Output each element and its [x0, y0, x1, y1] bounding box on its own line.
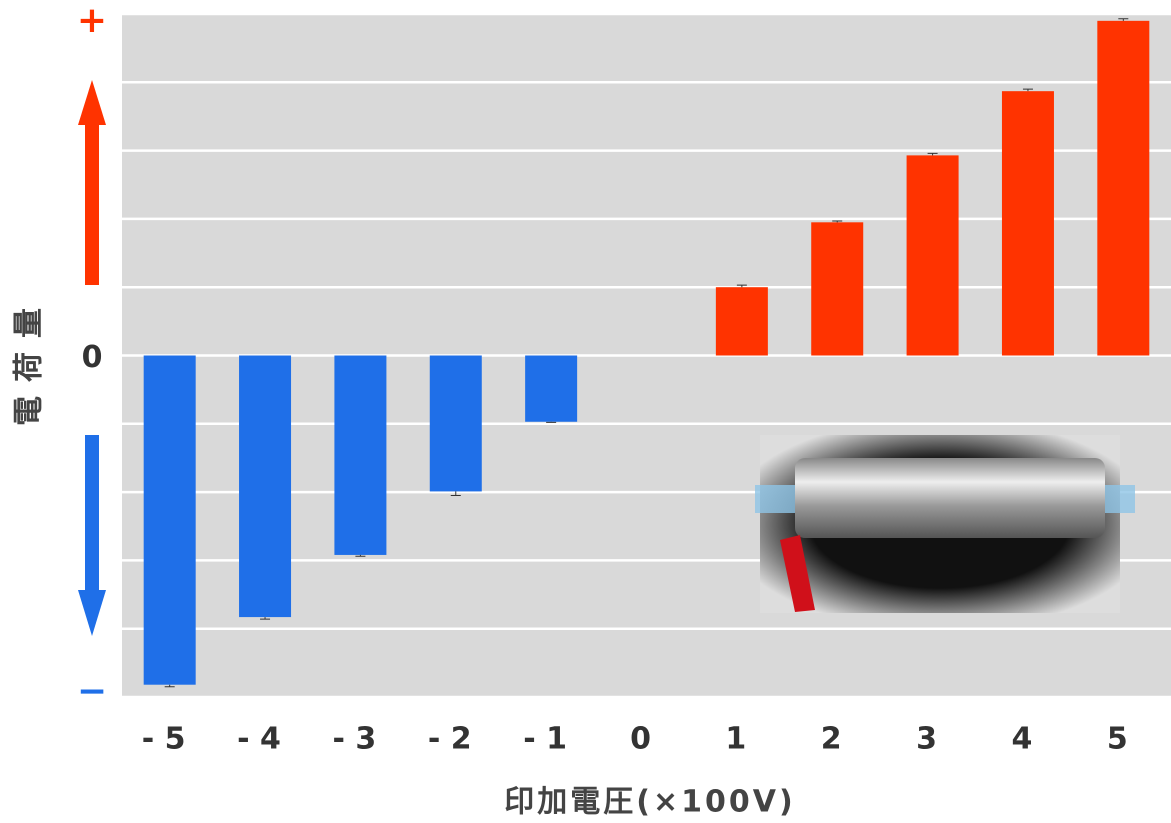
x-tick-label: 4	[1012, 722, 1033, 757]
x-tick-label: 5	[1107, 722, 1128, 757]
y-axis-title: 電荷量	[12, 294, 47, 426]
x-axis-title: 印加電圧(×100V)	[504, 785, 795, 820]
y-tick-label: 0	[82, 340, 103, 375]
bar	[334, 356, 386, 555]
bar	[1002, 91, 1054, 355]
x-tick-label: - 1	[523, 722, 567, 757]
foil	[795, 458, 1105, 538]
bar	[239, 356, 291, 618]
bar	[144, 356, 196, 685]
x-tick-label: - 4	[237, 722, 281, 757]
down-arrow-shaft	[85, 435, 99, 595]
bar	[525, 356, 577, 422]
x-tick-label: - 2	[428, 722, 472, 757]
y-tick-label: +	[77, 0, 107, 41]
chart: − 0 + - 5 - 4 - 3 - 2 - 1 0 1 2 3 4 5 電荷量 印加電圧(×100V)	[0, 0, 1171, 823]
up-arrow-head	[78, 80, 106, 125]
bar	[907, 155, 959, 355]
down-arrow-head	[78, 590, 106, 636]
x-tick-label: - 3	[333, 722, 377, 757]
x-tick-label: 0	[630, 722, 651, 757]
bar	[716, 287, 768, 355]
bar	[430, 356, 482, 492]
x-tick-label: 2	[821, 722, 842, 757]
inset-photo	[755, 435, 1135, 613]
bar	[811, 222, 863, 355]
x-tick-label: 1	[725, 722, 746, 757]
bar	[1097, 21, 1149, 356]
up-arrow-shaft	[85, 120, 99, 285]
y-tick-label: −	[77, 671, 107, 712]
x-tick-label: 3	[916, 722, 937, 757]
x-tick-label: - 5	[142, 722, 186, 757]
page: − 0 + - 5 - 4 - 3 - 2 - 1 0 1 2 3 4 5 電荷量 印加電圧(×100V)…	[0, 0, 1171, 823]
